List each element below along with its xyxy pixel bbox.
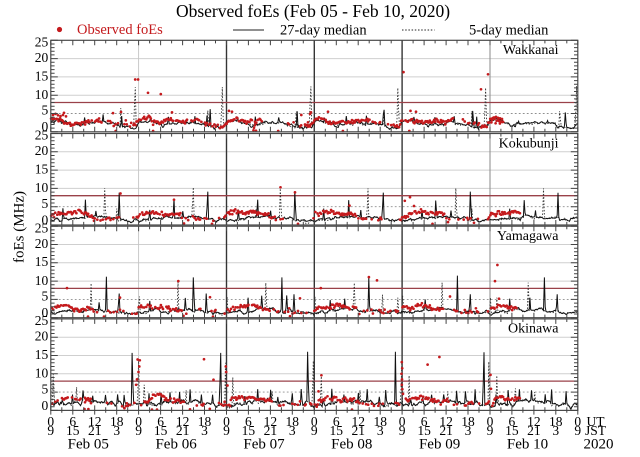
svg-text:18: 18 [110,414,124,429]
svg-text:Okinawa: Okinawa [508,322,559,337]
svg-text:Feb 10: Feb 10 [507,437,548,453]
svg-text:9: 9 [399,423,406,438]
svg-text:0: 0 [311,414,318,429]
svg-text:3: 3 [113,423,120,438]
svg-text:10: 10 [35,366,49,381]
svg-text:15: 15 [330,423,344,438]
svg-text:12: 12 [439,414,453,429]
svg-text:15: 15 [35,68,49,83]
svg-text:15: 15 [505,423,519,438]
svg-text:15: 15 [35,162,49,177]
svg-text:15: 15 [35,347,49,362]
svg-text:25: 25 [35,220,49,235]
svg-text:Observed foEs (Feb 05 - Feb 10: Observed foEs (Feb 05 - Feb 10, 2020) [176,1,450,21]
svg-text:Observed foEs: Observed foEs [77,22,163,38]
svg-text:6: 6 [509,414,516,429]
svg-text:10: 10 [35,273,49,288]
svg-text:9: 9 [311,423,318,438]
svg-text:20: 20 [35,50,49,65]
svg-text:6: 6 [421,414,428,429]
svg-text:18: 18 [373,414,387,429]
svg-text:foEs (MHz): foEs (MHz) [12,191,28,263]
svg-text:18: 18 [198,414,212,429]
svg-text:21: 21 [351,423,365,438]
svg-text:5: 5 [41,381,48,396]
svg-text:0: 0 [223,414,230,429]
svg-text:25: 25 [35,34,49,49]
svg-text:0: 0 [47,414,54,429]
svg-text:3: 3 [201,423,208,438]
svg-text:0: 0 [399,414,406,429]
svg-text:9: 9 [487,423,494,438]
svg-text:15: 15 [242,423,256,438]
svg-text:Yamagawa: Yamagawa [497,229,559,244]
svg-text:0: 0 [135,414,142,429]
svg-text:6: 6 [245,414,252,429]
svg-text:Feb 07: Feb 07 [243,437,285,453]
svg-text:10: 10 [35,87,49,102]
svg-text:5: 5 [41,196,48,211]
svg-text:Feb 08: Feb 08 [331,437,372,453]
svg-text:18: 18 [461,414,475,429]
svg-text:12: 12 [88,414,102,429]
svg-text:3: 3 [377,423,384,438]
svg-text:3: 3 [465,423,472,438]
svg-text:25: 25 [35,313,49,328]
svg-text:15: 15 [35,254,49,269]
svg-text:JST: JST [585,423,607,438]
svg-text:6: 6 [69,414,76,429]
svg-text:9: 9 [135,423,142,438]
svg-text:25: 25 [35,128,49,143]
svg-text:21: 21 [264,423,278,438]
svg-text:20: 20 [35,329,49,344]
svg-text:20: 20 [35,143,49,158]
svg-text:9: 9 [223,423,230,438]
svg-text:0: 0 [41,398,48,413]
svg-text:3: 3 [289,423,296,438]
svg-text:Wakkanai: Wakkanai [503,43,559,58]
svg-text:18: 18 [549,414,563,429]
svg-text:0: 0 [41,305,48,320]
svg-text:6: 6 [333,414,340,429]
svg-text:UT: UT [587,414,606,429]
svg-text:0: 0 [487,414,494,429]
svg-text:3: 3 [552,423,559,438]
svg-text:9: 9 [47,423,54,438]
svg-text:21: 21 [88,423,102,438]
svg-text:0: 0 [574,414,581,429]
svg-text:0: 0 [41,119,48,134]
svg-text:5: 5 [41,103,48,118]
svg-text:15: 15 [417,423,431,438]
svg-text:Feb 09: Feb 09 [419,437,460,453]
svg-text:6: 6 [157,414,164,429]
svg-text:21: 21 [439,423,453,438]
svg-text:15: 15 [66,423,80,438]
svg-text:15: 15 [154,423,168,438]
svg-text:21: 21 [527,423,541,438]
svg-text:18: 18 [286,414,300,429]
svg-text:Feb 05: Feb 05 [68,437,109,453]
svg-text:27-day median: 27-day median [280,23,367,39]
svg-text:9: 9 [574,423,581,438]
svg-text:21: 21 [176,423,190,438]
svg-text:12: 12 [527,414,541,429]
svg-text:5-day median: 5-day median [469,23,549,39]
svg-text:Feb 06: Feb 06 [155,437,197,453]
svg-text:20: 20 [35,236,49,251]
svg-text:0: 0 [41,212,48,227]
svg-text:2020: 2020 [584,437,614,453]
svg-text:5: 5 [41,289,48,304]
svg-text:10: 10 [35,180,49,195]
svg-text:12: 12 [264,414,278,429]
svg-text:12: 12 [176,414,190,429]
svg-text:Kokubunji: Kokubunji [499,136,559,151]
svg-text:12: 12 [351,414,365,429]
